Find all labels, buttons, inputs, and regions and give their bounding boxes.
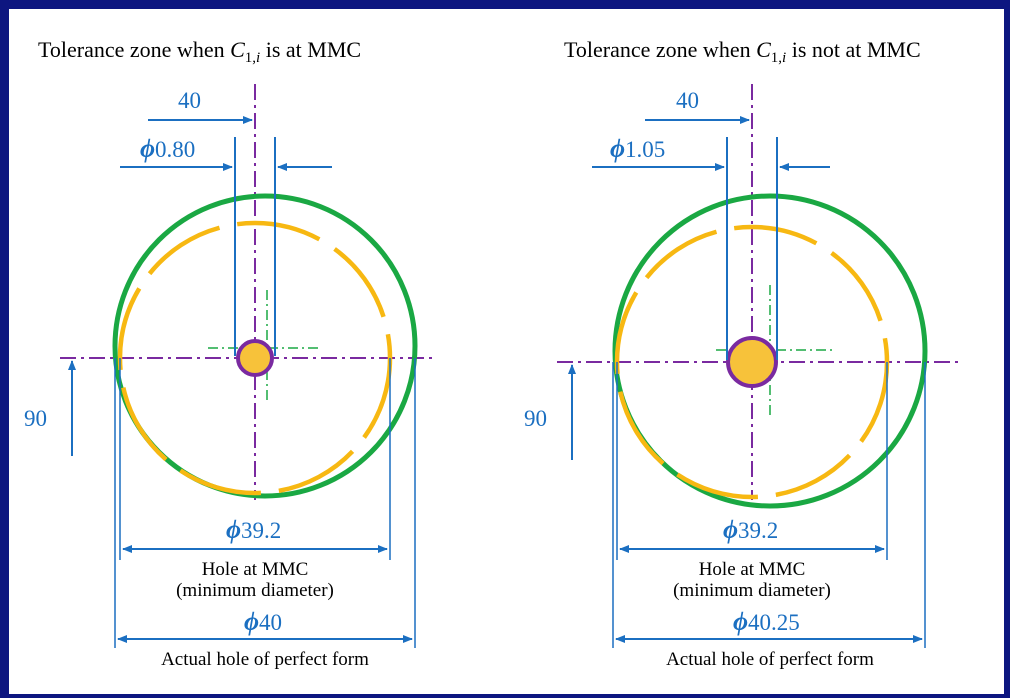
mmc-label-line1: Hole at MMC bbox=[699, 559, 806, 580]
panel-at-mmc: Tolerance zone when C1,i is at MMC 40 ϕ0… bbox=[24, 37, 435, 670]
dimension-y-label: 90 bbox=[524, 406, 547, 431]
actual-hole-circle bbox=[612, 193, 928, 509]
tolerance-zone-circle bbox=[236, 339, 274, 377]
mmc-label-line2: (minimum diameter) bbox=[673, 580, 831, 601]
mmc-label-line2: (minimum diameter) bbox=[176, 580, 334, 601]
panel-title: Tolerance zone when C1,i is not at MMC bbox=[564, 37, 921, 66]
tolerance-zone-circle bbox=[726, 336, 778, 388]
panel-not-at-mmc: Tolerance zone when C1,i is not at MMC 4… bbox=[524, 37, 958, 670]
actual-hole-label: Actual hole of perfect form bbox=[161, 649, 369, 670]
mmc-label-line1: Hole at MMC bbox=[202, 559, 309, 580]
actual-hole-circle bbox=[112, 193, 418, 499]
mmc-diameter-label: ϕ39.2 bbox=[226, 515, 281, 544]
mmc-diameter-label: ϕ39.2 bbox=[723, 515, 778, 544]
zone-diameter-label: ϕ0.80 bbox=[140, 134, 195, 163]
dimension-x-label: 40 bbox=[178, 88, 201, 113]
actual-diameter-label: ϕ40 bbox=[244, 607, 282, 636]
panel-title: Tolerance zone when C1,i is at MMC bbox=[38, 37, 361, 66]
actual-hole-label: Actual hole of perfect form bbox=[666, 649, 874, 670]
dimension-y-label: 90 bbox=[24, 406, 47, 431]
actual-diameter-label: ϕ40.25 bbox=[733, 607, 800, 636]
dimension-x-label: 40 bbox=[676, 88, 699, 113]
zone-diameter-label: ϕ1.05 bbox=[610, 134, 665, 163]
